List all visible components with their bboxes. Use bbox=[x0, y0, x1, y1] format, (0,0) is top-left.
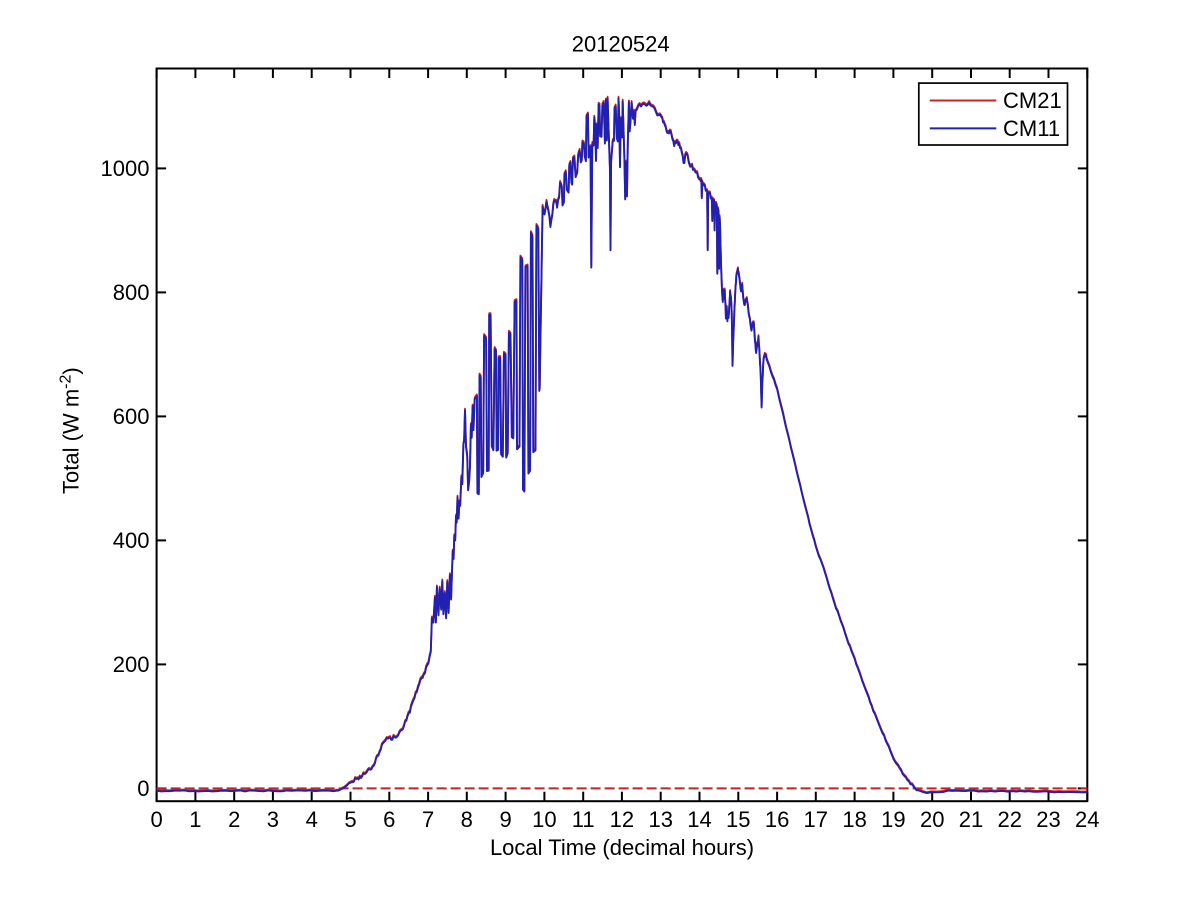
svg-text:13: 13 bbox=[648, 807, 672, 832]
svg-text:19: 19 bbox=[881, 807, 905, 832]
svg-text:20: 20 bbox=[920, 807, 944, 832]
svg-text:23: 23 bbox=[1036, 807, 1060, 832]
svg-text:15: 15 bbox=[726, 807, 750, 832]
svg-text:Total (W m-2): Total (W m-2) bbox=[58, 367, 84, 494]
svg-text:8: 8 bbox=[461, 807, 473, 832]
svg-text:21: 21 bbox=[959, 807, 983, 832]
svg-text:10: 10 bbox=[532, 807, 556, 832]
svg-text:22: 22 bbox=[997, 807, 1021, 832]
svg-text:24: 24 bbox=[1075, 807, 1099, 832]
svg-text:800: 800 bbox=[113, 280, 150, 305]
svg-text:16: 16 bbox=[765, 807, 789, 832]
svg-text:600: 600 bbox=[113, 404, 150, 429]
svg-text:12: 12 bbox=[610, 807, 634, 832]
svg-text:0: 0 bbox=[137, 776, 149, 801]
svg-text:4: 4 bbox=[306, 807, 318, 832]
svg-text:7: 7 bbox=[422, 807, 434, 832]
svg-text:CM21: CM21 bbox=[1003, 88, 1062, 113]
svg-text:Local Time (decimal hours): Local Time (decimal hours) bbox=[490, 835, 754, 860]
svg-text:0: 0 bbox=[150, 807, 162, 832]
svg-text:5: 5 bbox=[344, 807, 356, 832]
svg-text:CM11: CM11 bbox=[1003, 116, 1060, 141]
svg-text:2: 2 bbox=[228, 807, 240, 832]
svg-text:1000: 1000 bbox=[101, 156, 150, 181]
svg-text:400: 400 bbox=[113, 528, 150, 553]
svg-text:200: 200 bbox=[113, 652, 150, 677]
svg-text:18: 18 bbox=[842, 807, 866, 832]
svg-text:17: 17 bbox=[804, 807, 828, 832]
svg-text:14: 14 bbox=[687, 807, 711, 832]
svg-text:20120524: 20120524 bbox=[572, 32, 670, 57]
svg-text:6: 6 bbox=[383, 807, 395, 832]
svg-text:9: 9 bbox=[499, 807, 511, 832]
svg-text:3: 3 bbox=[267, 807, 279, 832]
svg-text:1: 1 bbox=[189, 807, 201, 832]
svg-text:11: 11 bbox=[572, 807, 595, 832]
